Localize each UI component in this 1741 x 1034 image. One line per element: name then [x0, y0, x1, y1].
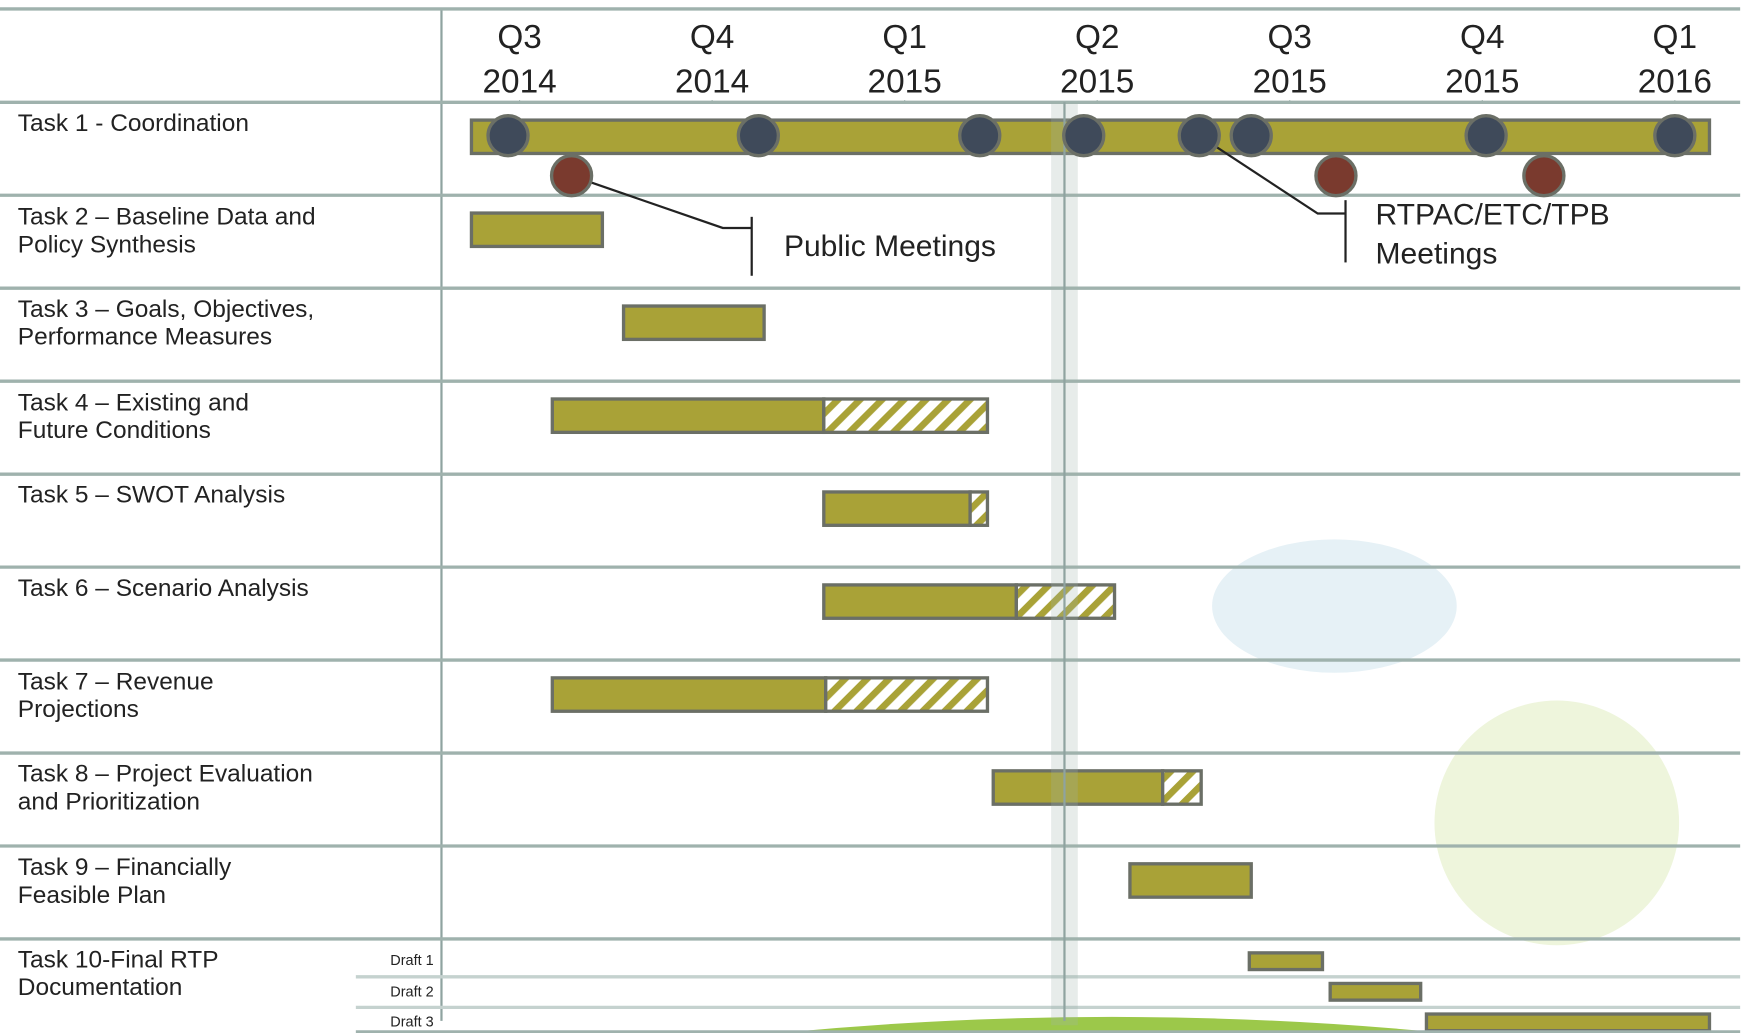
x-tick-label: Q1 2016 [1625, 16, 1725, 105]
subtask-label: Draft 2 [367, 983, 434, 1000]
background-cloud [1212, 539, 1457, 672]
task-label: Task 1 - Coordination [18, 109, 352, 137]
x-tick-label: Q3 2014 [470, 16, 570, 105]
bar [552, 678, 825, 711]
task-label: Task 4 – Existing and Future Conditions [18, 388, 285, 444]
task-label: Task 8 – Project Evaluation and Prioriti… [18, 760, 352, 816]
milestone [1179, 116, 1219, 156]
page: Q3 2014 Q4 2014 Q1 2015 Q2 2015 Q3 2015 Q4 20… [0, 0, 1741, 1034]
bar [471, 213, 602, 246]
x-tick-label: Q2 2015 [1047, 16, 1147, 105]
milestone [552, 156, 592, 196]
bar-remaining [824, 399, 988, 432]
milestone [738, 116, 778, 156]
bar-remaining [826, 678, 988, 711]
bar [624, 306, 765, 339]
annotation: RTPAC/ETC/TPB Meetings [1376, 196, 1643, 274]
milestone [1231, 116, 1271, 156]
annotation: Public Meetings [784, 227, 996, 266]
subtask-label: Draft 3 [367, 1013, 434, 1030]
task-label: Task 6 – Scenario Analysis [18, 574, 352, 602]
background-tree [1434, 701, 1679, 946]
bar-remaining [1163, 771, 1202, 804]
milestone [960, 116, 1000, 156]
gantt-chart: Q3 2014 Q4 2014 Q1 2015 Q2 2015 Q3 2015 Q4 20… [0, 0, 1740, 1033]
x-tick-label: Q1 2015 [855, 16, 955, 105]
x-tick-label: Q4 2014 [662, 16, 762, 105]
bar [824, 585, 1017, 618]
bar [993, 771, 1162, 804]
subtask-label: Draft 1 [367, 952, 434, 969]
milestone [1064, 116, 1104, 156]
bar [824, 492, 970, 525]
milestone [488, 116, 528, 156]
bar [1426, 1014, 1709, 1031]
milestone [1655, 116, 1695, 156]
task-label: Task 5 – SWOT Analysis [18, 481, 352, 509]
task-label: Task 10-Final RTP Documentation [18, 946, 252, 1002]
x-tick-label: Q3 2015 [1240, 16, 1340, 105]
bar [1249, 953, 1322, 970]
task-label: Task 9 – Financially Feasible Plan [18, 853, 274, 909]
task-label: Task 7 – Revenue Projections [18, 667, 240, 723]
task-label: Task 3 – Goals, Objectives, Performance … [18, 295, 363, 351]
bar-remaining [970, 492, 987, 525]
milestone [1316, 156, 1356, 196]
task-label: Task 2 – Baseline Data and Policy Synthe… [18, 202, 363, 258]
bar [1130, 864, 1251, 897]
bar [552, 399, 823, 432]
milestone [1466, 116, 1506, 156]
milestone [1524, 156, 1564, 196]
x-tick-label: Q4 2015 [1432, 16, 1532, 105]
bar [1330, 983, 1420, 1000]
